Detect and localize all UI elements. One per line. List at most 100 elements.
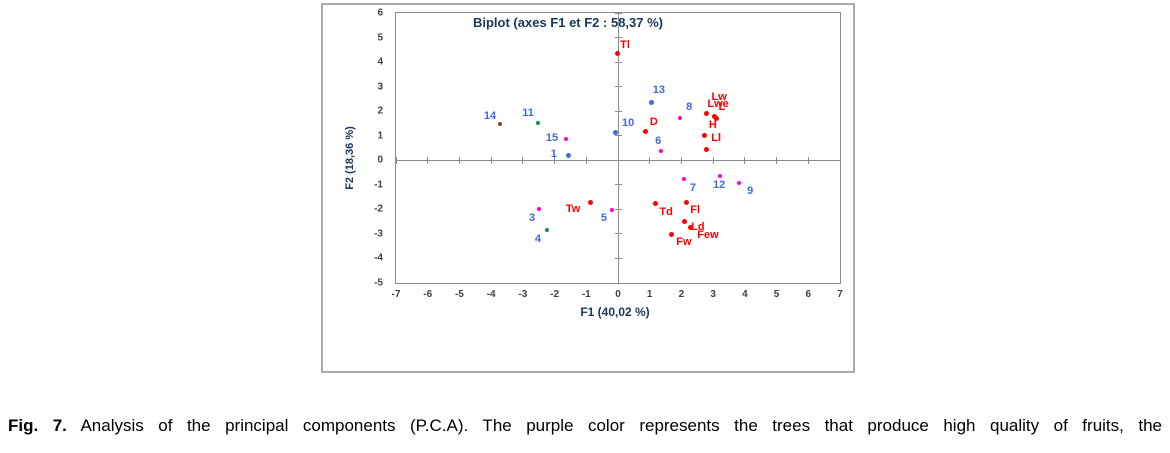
y-axis-tick <box>615 257 622 259</box>
x-tick-label: -7 <box>391 289 401 300</box>
x-axis-tick <box>458 157 460 165</box>
x-axis-tick <box>712 157 714 165</box>
y-tick-label: -1 <box>374 179 383 191</box>
x-axis-tick <box>807 157 809 165</box>
point-label-12: 12 <box>712 179 726 192</box>
y-tick-label: -5 <box>374 277 383 289</box>
point-label-Tl: Tl <box>620 38 630 51</box>
plot-area: -7 -6 -5 -4 -3 -2 -1 0 1 2 3 4 5 6 7 6 5 4 3 2 1 0 -1 -2 -3 -4 -5 1… <box>374 8 843 301</box>
chart-title: Biplot (axes F1 et F2 : 58,37 %) <box>472 15 664 30</box>
x-axis-title: F1 (40,02 %) <box>580 305 650 319</box>
x-axis-tick <box>554 157 556 165</box>
point-label-6: 6 <box>655 135 662 148</box>
x-tick-label: 2 <box>678 289 685 300</box>
x-tick-label: -5 <box>454 289 464 300</box>
y-axis-tick <box>615 86 622 88</box>
y-tick-label: -2 <box>374 203 383 215</box>
point-label-4: 4 <box>534 233 542 246</box>
data-point-14 <box>498 122 503 127</box>
y-axis-tick <box>615 159 622 161</box>
data-point-12 <box>718 174 723 179</box>
data-point-Tw <box>587 199 593 205</box>
data-point-Lwe <box>711 113 717 119</box>
x-axis-tick <box>839 157 841 165</box>
point-label-1: 1 <box>550 148 557 161</box>
x-axis-tick <box>427 157 429 165</box>
x-axis-tick <box>649 157 651 165</box>
figure-caption-line1: Fig. 7. Analysis of the principal compon… <box>8 408 1162 444</box>
point-label-Fw: Fw <box>676 236 692 249</box>
data-point-13 <box>649 99 655 105</box>
x-tick-label: 7 <box>837 289 843 300</box>
point-label-Few: Few <box>697 229 719 242</box>
data-point-8 <box>678 116 683 121</box>
y-axis-tick <box>615 282 622 284</box>
point-label-L: L <box>718 101 726 114</box>
data-point-10 <box>612 129 618 135</box>
x-tick-label: 1 <box>646 289 653 300</box>
x-axis-tick <box>617 157 619 165</box>
y-axis-tick <box>615 37 622 39</box>
data-point-Fw <box>669 231 675 237</box>
data-point-Fl <box>683 199 689 205</box>
data-point-6 <box>659 149 664 154</box>
data-point-5 <box>609 208 614 213</box>
y-tick-label: 1 <box>377 130 383 142</box>
y-axis-tick <box>615 135 622 137</box>
point-label-Fl: Fl <box>690 204 701 217</box>
x-tick-label: 0 <box>615 289 621 300</box>
x-tick-label: 4 <box>742 289 748 300</box>
x-tick-label: -6 <box>423 289 433 300</box>
figure-caption-line2: red color represents the different pheno… <box>8 444 1162 453</box>
figure-caption: Fig. 7. Analysis of the principal compon… <box>8 408 1162 453</box>
data-point-Few <box>688 224 694 230</box>
y-axis-tick <box>615 61 622 63</box>
y-tick-label: -3 <box>374 228 383 240</box>
point-label-H: H <box>708 119 717 132</box>
point-label-Lw: Lw <box>711 91 727 104</box>
data-point-7 <box>681 177 686 182</box>
data-point-9 <box>737 181 742 186</box>
point-label-11: 11 <box>522 107 534 120</box>
point-label-Lwe: Lwe <box>707 98 729 111</box>
data-point-Tl <box>614 51 620 56</box>
point-label-7: 7 <box>689 182 697 195</box>
data-point-D <box>643 128 649 134</box>
x-axis-tick <box>585 157 587 165</box>
data-point-Ld <box>682 218 688 224</box>
point-label-8: 8 <box>686 101 693 114</box>
data-point-3 <box>537 207 542 212</box>
data-point-Lw <box>703 110 709 116</box>
figure-caption-number: Fig. 7. <box>8 416 67 435</box>
y-axis-tick <box>615 12 622 14</box>
data-point-1 <box>566 152 572 158</box>
x-axis-tick <box>744 157 746 165</box>
pca-biplot-chart: Biplot (axes F1 et F2 : 58,37 %) -7 -6 -5 -… <box>321 3 855 373</box>
point-label-Td: Td <box>659 206 673 219</box>
point-label-5: 5 <box>600 212 608 225</box>
point-label-14: 14 <box>483 110 497 123</box>
data-point-Td <box>652 200 658 206</box>
y-tick-label: 6 <box>377 7 383 19</box>
point-label-15: 15 <box>545 132 559 145</box>
x-axis-tick <box>776 157 778 165</box>
figure-caption-text-1: Analysis of the principal components (P.… <box>66 416 1162 435</box>
data-point-H <box>702 132 708 138</box>
y-tick-label: 4 <box>377 56 383 68</box>
y-axis-tick <box>615 233 622 235</box>
point-label-Ld: Ld <box>691 221 705 234</box>
y-tick-label: 0 <box>377 154 383 166</box>
point-label-D: D <box>649 116 658 129</box>
x-axis-tick <box>522 157 524 165</box>
x-tick-label: -3 <box>518 289 528 300</box>
point-label-Tw: Tw <box>565 203 581 216</box>
point-label-10: 10 <box>622 117 635 130</box>
x-tick-label: 5 <box>773 289 780 300</box>
data-point-15 <box>563 137 568 142</box>
y-axis-title: F2 (18,36 %) <box>344 126 356 190</box>
y-tick-label: -4 <box>374 252 383 264</box>
point-label-13: 13 <box>652 84 666 97</box>
x-tick-label: -4 <box>486 289 496 300</box>
x-axis-tick <box>395 157 397 165</box>
